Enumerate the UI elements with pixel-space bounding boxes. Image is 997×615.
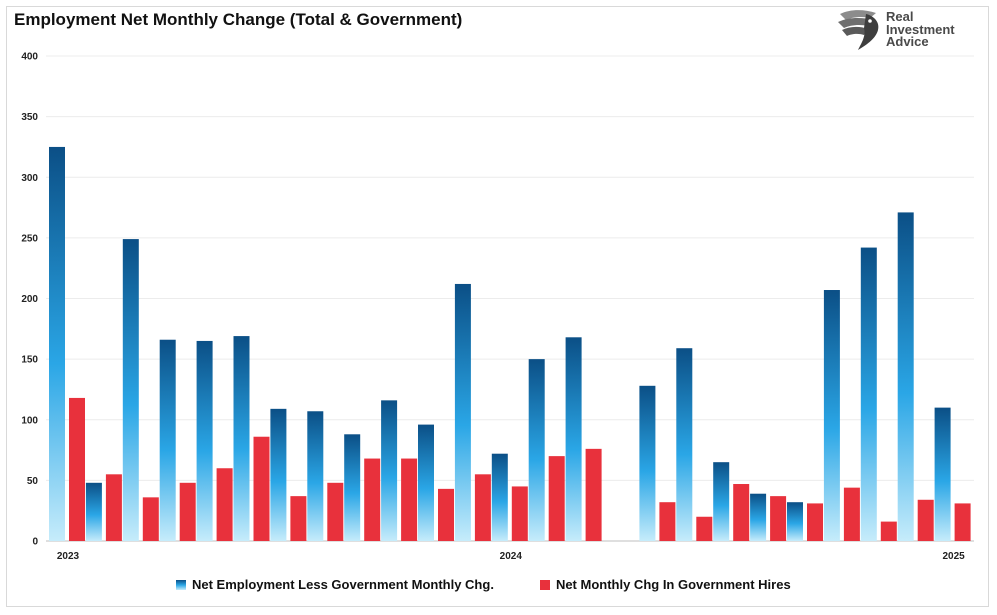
brand-line-3: Advice <box>886 34 929 49</box>
bar-net-employment-16 <box>676 348 693 541</box>
bar-government-20 <box>807 503 823 541</box>
chart-frame <box>6 6 989 607</box>
bar-government-21 <box>843 487 860 541</box>
y-tick-label-4: 200 <box>21 294 38 305</box>
bar-net-employment-23 <box>934 407 951 541</box>
bar-government-13 <box>548 456 565 541</box>
bar-net-employment-15 <box>639 385 656 541</box>
legend-label-government: Net Monthly Chg In Government Hires <box>555 577 791 592</box>
bar-net-employment-10 <box>418 424 434 541</box>
x-tick-label-2: 2025 <box>942 551 965 562</box>
bar-government-22 <box>880 521 897 541</box>
y-tick-label-7: 350 <box>21 112 38 123</box>
legend-swatch-red <box>539 579 550 590</box>
legend-entry-government[interactable]: Net Monthly Chg In Government Hires <box>539 577 791 592</box>
bar-government-16 <box>659 502 676 541</box>
legend-swatch-blue <box>176 579 186 590</box>
bar-government-8 <box>364 458 381 541</box>
bar-net-employment-13 <box>528 359 545 541</box>
brand-name: Real Investment Advice <box>886 9 955 49</box>
bar-net-employment-9 <box>381 400 398 541</box>
bar-government-4 <box>216 468 233 541</box>
bar-net-employment-20 <box>823 290 840 541</box>
bar-net-employment-21 <box>860 247 877 541</box>
bar-government-17 <box>696 516 713 541</box>
x-tick-label-0: 2023 <box>57 551 80 562</box>
brand-line-1: Real <box>886 9 914 24</box>
bar-government-19 <box>770 496 787 541</box>
y-tick-label-2: 100 <box>21 415 38 426</box>
eagle-icon <box>838 10 879 50</box>
bar-government-23 <box>917 499 934 541</box>
bar-net-employment-2 <box>122 239 139 541</box>
series-bars-net-employment <box>49 146 951 541</box>
bar-government-6 <box>290 496 307 541</box>
bar-net-employment-11 <box>454 283 471 541</box>
bar-government-1 <box>105 474 122 541</box>
bar-government-24 <box>954 503 971 541</box>
bar-government-12 <box>511 486 528 541</box>
bar-government-5 <box>253 436 270 541</box>
bar-net-employment-1 <box>85 482 102 541</box>
x-tick-label-1: 2024 <box>500 551 523 562</box>
bar-government-3 <box>179 482 196 541</box>
series-bars-government <box>69 397 971 541</box>
bar-government-10 <box>438 488 454 541</box>
y-tick-label-8: 400 <box>21 52 38 63</box>
brand-logo: Real Investment Advice <box>836 8 976 54</box>
bar-government-2 <box>142 497 159 541</box>
bar-net-employment-7 <box>307 411 324 541</box>
bar-net-employment-4 <box>196 340 213 541</box>
bar-net-employment-8 <box>344 434 361 541</box>
bar-net-employment-6 <box>270 408 287 541</box>
x-axis-ticks: 2023 2024 2025 <box>57 551 965 562</box>
chart-title: Employment Net Monthly Change (Total & G… <box>14 10 463 29</box>
bar-net-employment-19 <box>787 502 803 541</box>
bar-government-9 <box>401 458 418 541</box>
bar-government-11 <box>474 474 491 541</box>
bar-government-18 <box>733 484 750 541</box>
bar-net-employment-0 <box>49 146 65 541</box>
bar-government-14 <box>585 448 602 541</box>
brand-line-2: Investment <box>886 21 955 37</box>
bar-net-employment-5 <box>233 336 250 541</box>
bar-net-employment-3 <box>159 339 176 541</box>
bar-net-employment-12 <box>491 453 508 541</box>
bar-net-employment-14 <box>565 337 582 541</box>
y-tick-label-0: 0 <box>32 537 38 548</box>
bar-net-employment-17 <box>713 462 730 541</box>
bar-net-employment-18 <box>750 493 767 541</box>
legend-entry-net-employment[interactable]: Net Employment Less Government Monthly C… <box>176 577 494 592</box>
bar-government-0 <box>69 397 85 541</box>
bar-government-7 <box>327 482 344 541</box>
y-tick-label-5: 250 <box>21 233 38 244</box>
legend: Net Employment Less Government Monthly C… <box>176 577 791 592</box>
legend-label-net-employment: Net Employment Less Government Monthly C… <box>192 577 494 592</box>
y-tick-label-1: 50 <box>27 476 39 487</box>
y-tick-label-6: 300 <box>21 173 38 184</box>
y-tick-label-3: 150 <box>21 355 38 366</box>
bar-net-employment-22 <box>897 212 914 541</box>
y-axis-ticks: 0 50 100 150 200 250 300 350 400 <box>21 52 38 548</box>
